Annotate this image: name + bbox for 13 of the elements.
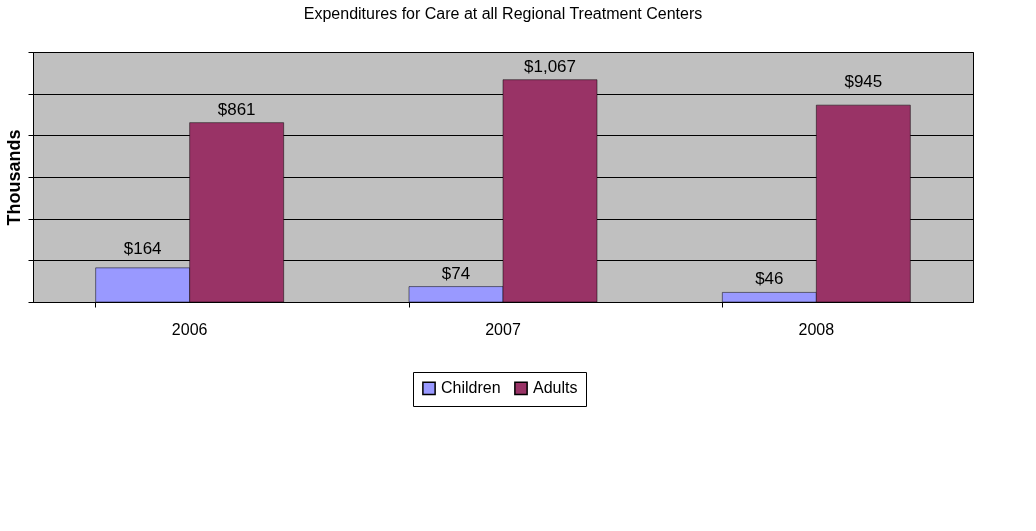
data-label: $1,067 xyxy=(524,56,576,76)
data-label: $861 xyxy=(217,99,256,119)
y-axis-title: Thousands xyxy=(4,129,24,226)
chart-title: Expenditures for Care at all Regional Treatment Centers xyxy=(303,4,703,22)
legend-label: Adults xyxy=(533,379,578,397)
data-label: $164 xyxy=(123,238,162,258)
x-tick-label: 2008 xyxy=(798,320,835,338)
data-label: $74 xyxy=(441,263,471,283)
x-tick-label: 2006 xyxy=(171,320,208,338)
data-label: $46 xyxy=(755,269,784,289)
x-tick-label: 2007 xyxy=(485,320,521,338)
data-label: $945 xyxy=(844,72,883,92)
legend-label: Children xyxy=(441,379,501,397)
